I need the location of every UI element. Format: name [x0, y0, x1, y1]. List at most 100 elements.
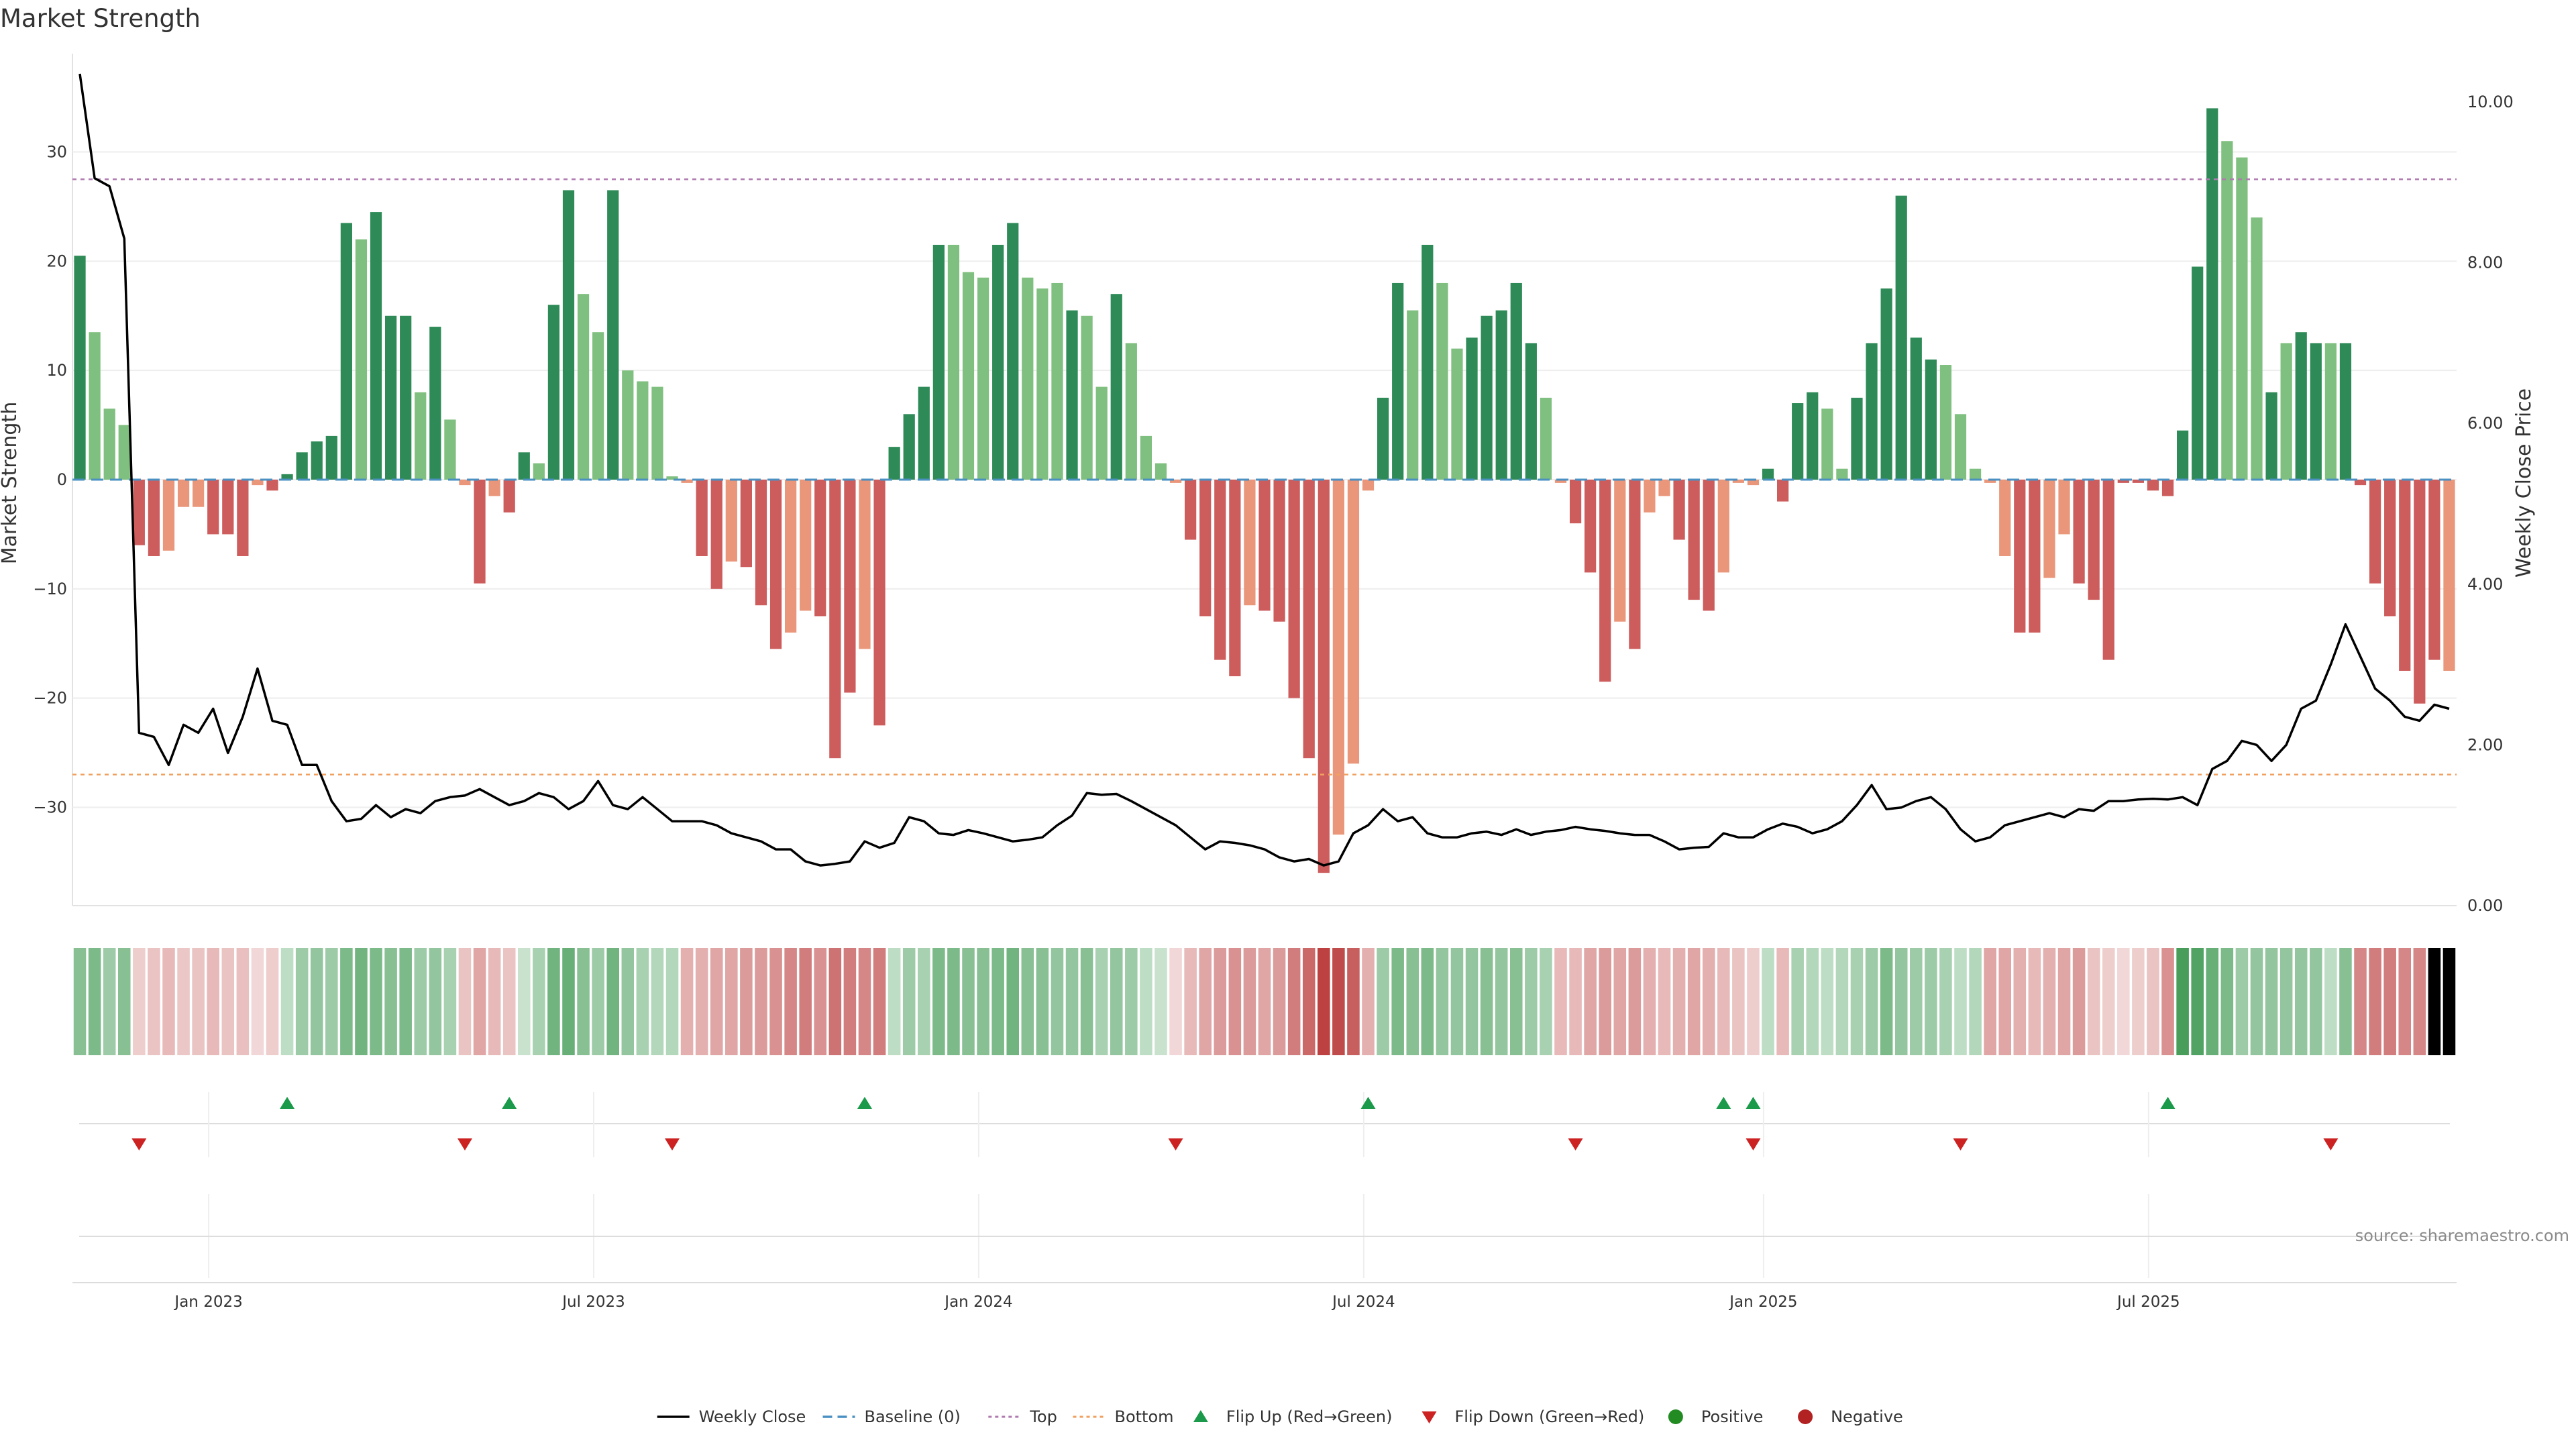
strength-bar: [888, 447, 900, 480]
heat-cell: [828, 948, 842, 1055]
heat-cell: [310, 948, 323, 1055]
strength-bar: [1732, 480, 1744, 483]
strength-bar: [1110, 294, 1122, 480]
heat-cell: [295, 948, 309, 1055]
strength-bar: [370, 212, 382, 480]
heat-cell: [266, 948, 279, 1055]
source-label: source: sharemaestro.com: [2355, 1226, 2569, 1245]
strength-bar: [488, 480, 500, 496]
strength-bar: [2399, 480, 2411, 671]
heat-cell: [1021, 948, 1034, 1055]
strength-bar: [755, 480, 767, 606]
strength-bar: [1214, 480, 1226, 660]
heat-cell: [710, 948, 723, 1055]
strength-bar: [1984, 480, 1996, 483]
strength-bar: [992, 244, 1004, 480]
heat-cell: [1155, 948, 1167, 1055]
heat-cell: [1125, 948, 1138, 1055]
heat-cell: [814, 948, 827, 1055]
strength-bar: [681, 480, 693, 483]
strength-bar: [651, 386, 663, 480]
legend-positive-swatch: [1668, 1409, 1683, 1424]
heat-cell: [1243, 948, 1256, 1055]
strength-bar: [1866, 343, 1878, 480]
x-tick-label: Jan 2025: [1728, 1293, 1797, 1311]
heat-cell: [192, 948, 205, 1055]
strength-bar: [429, 327, 441, 480]
strength-bar: [2428, 480, 2440, 660]
heat-cell: [1302, 948, 1316, 1055]
heat-cell: [2339, 948, 2352, 1055]
legend-label: Flip Up (Red→Green): [1226, 1407, 1393, 1426]
strength-bar: [1747, 480, 1760, 486]
heat-cell: [177, 948, 190, 1055]
strength-bar: [829, 480, 841, 759]
strength-bar: [1125, 343, 1137, 480]
strength-bar: [2339, 343, 2352, 480]
heat-cell: [1258, 948, 1271, 1055]
flip-down-marker: [1168, 1138, 1183, 1150]
heat-cell: [2398, 948, 2412, 1055]
strength-bar: [193, 480, 205, 507]
heat-cell: [207, 948, 219, 1055]
strength-bar: [281, 474, 293, 480]
strength-bar: [325, 435, 337, 480]
flip-up-marker: [857, 1097, 872, 1109]
heat-cell: [2428, 948, 2441, 1055]
strength-bar: [1614, 480, 1626, 622]
strength-bar: [769, 480, 782, 649]
heat-cell: [370, 948, 382, 1055]
strength-bar: [1599, 480, 1611, 682]
heat-cell: [1273, 948, 1286, 1055]
heat-cell: [1377, 948, 1389, 1055]
heat-cell: [592, 948, 604, 1055]
strength-bar: [1703, 480, 1715, 611]
flip-down-marker: [457, 1138, 472, 1150]
strength-bar: [162, 480, 175, 551]
flip-up-marker: [1716, 1097, 1731, 1109]
heat-cell: [1095, 948, 1108, 1055]
flip-down-marker: [1746, 1138, 1761, 1150]
left-tick-label: −10: [33, 580, 67, 598]
strength-bar: [1022, 277, 1034, 480]
heat-cell: [888, 948, 901, 1055]
strength-bar: [2295, 332, 2307, 480]
heat-cell: [162, 948, 175, 1055]
strength-bar: [1081, 315, 1093, 480]
heat-cell: [1835, 948, 1849, 1055]
heat-cell: [1509, 948, 1523, 1055]
strength-bar: [503, 480, 515, 513]
heat-cell: [2235, 948, 2249, 1055]
heat-cell: [443, 948, 457, 1055]
heat-cell: [1732, 948, 1745, 1055]
right-tick-label: 10.00: [2467, 93, 2514, 111]
strength-bar: [2265, 392, 2277, 480]
heat-cell: [1287, 948, 1301, 1055]
heat-cell: [221, 948, 235, 1055]
left-tick-label: 10: [46, 361, 67, 380]
heat-cell: [88, 948, 101, 1055]
strength-bar: [1258, 480, 1271, 611]
legend-negative-swatch: [1798, 1409, 1813, 1424]
strength-bar: [592, 332, 604, 480]
strength-bar: [415, 392, 427, 480]
legend-flip-down-swatch: [1421, 1411, 1437, 1424]
strength-bar: [148, 480, 160, 556]
heat-cell: [1643, 948, 1656, 1055]
heat-cell: [2265, 948, 2278, 1055]
heat-cell: [399, 948, 412, 1055]
heat-cell: [1672, 948, 1686, 1055]
heat-cell: [1791, 948, 1804, 1055]
heat-cell: [1687, 948, 1701, 1055]
strength-bar: [1436, 282, 1448, 480]
strength-bar: [1585, 480, 1597, 573]
strength-bar: [1407, 310, 1419, 480]
flip-down-marker: [1953, 1138, 1968, 1150]
strength-bar: [311, 441, 323, 480]
heat-cell: [1495, 948, 1508, 1055]
strength-bar: [1673, 480, 1685, 540]
strength-bar: [2058, 480, 2070, 535]
heat-cell: [1880, 948, 1893, 1055]
flip-up-marker: [2160, 1097, 2176, 1109]
heat-cell: [680, 948, 694, 1055]
